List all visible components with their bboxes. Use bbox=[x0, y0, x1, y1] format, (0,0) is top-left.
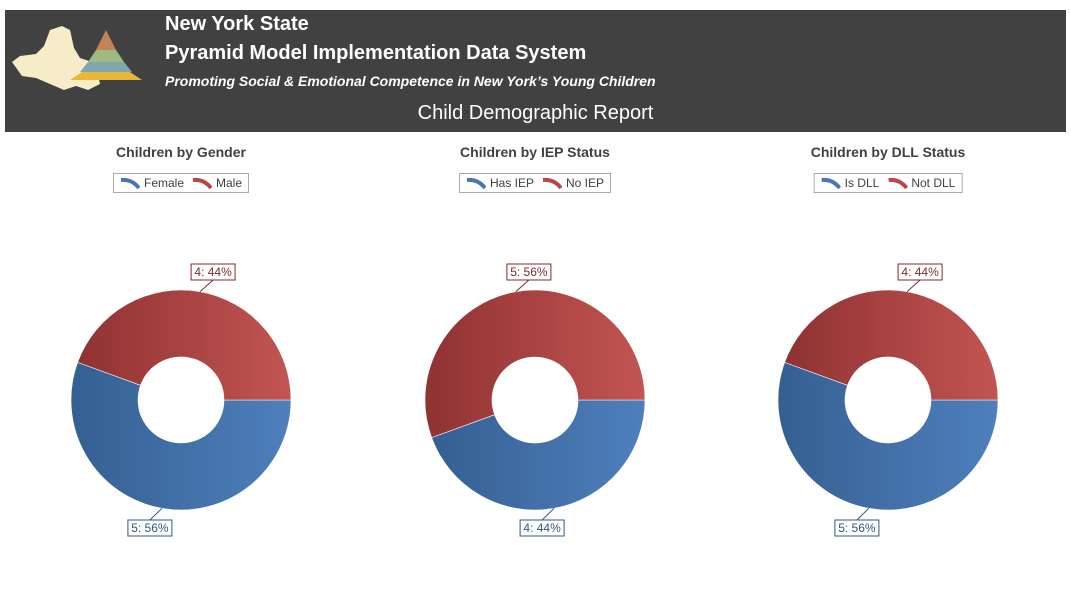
donut-slice-no-iep[interactable] bbox=[424, 289, 646, 439]
legend-label: No IEP bbox=[566, 176, 605, 190]
legend-item-no-iep[interactable]: No IEP bbox=[542, 176, 604, 190]
label-leader-line bbox=[906, 279, 921, 293]
ny-pyramid-logo-icon bbox=[12, 26, 142, 90]
data-label-box bbox=[834, 519, 880, 537]
data-label: 4: 44% bbox=[523, 521, 561, 535]
header-system-name: Pyramid Model Implementation Data System bbox=[165, 42, 587, 64]
legend-item-has-iep[interactable]: Has IEP bbox=[466, 176, 534, 190]
header-state: New York State bbox=[165, 13, 309, 35]
header-tagline: Promoting Social & Emotional Competence … bbox=[165, 73, 656, 89]
legend-label: Has IEP bbox=[489, 176, 534, 190]
data-label: 5: 56% bbox=[510, 265, 548, 279]
label-leader-line bbox=[199, 279, 214, 293]
legend-item-not-dll[interactable]: Not DLL bbox=[887, 176, 955, 190]
chart-iep: Children by IEP Status Has IEP No IEP 4:… bbox=[365, 140, 705, 590]
data-label-box bbox=[506, 263, 552, 281]
label-leader-line bbox=[515, 279, 530, 293]
data-label-box bbox=[519, 519, 565, 537]
chart-legend: Female Male bbox=[112, 173, 250, 193]
legend-label: Is DLL bbox=[844, 176, 880, 190]
data-label-box bbox=[190, 263, 236, 281]
label-leader-line bbox=[541, 507, 555, 521]
chart-legend: Has IEP No IEP bbox=[458, 173, 612, 193]
donut-slice-male[interactable] bbox=[77, 289, 292, 401]
donut-slice-is-dll[interactable] bbox=[777, 361, 999, 511]
chart-legend: Is DLL Not DLL bbox=[813, 173, 963, 193]
legend-swatch-blue-icon bbox=[120, 177, 140, 189]
chart-gender: Children by Gender Female Male 5: 56% 4: … bbox=[11, 140, 351, 590]
header-banner: New York State Pyramid Model Implementat… bbox=[5, 10, 1066, 132]
data-label-box bbox=[127, 519, 173, 537]
chart-title: Children by IEP Status bbox=[460, 144, 610, 160]
chart-dll: Children by DLL Status Is DLL Not DLL 5:… bbox=[718, 140, 1058, 590]
donut-slice-has-iep[interactable] bbox=[431, 399, 646, 511]
legend-swatch-red-icon bbox=[192, 177, 212, 189]
legend-item-female[interactable]: Female bbox=[120, 176, 184, 190]
report-title: Child Demographic Report bbox=[417, 102, 654, 124]
donut-chart: 4: 44% 5: 56% bbox=[424, 263, 646, 537]
donut-slice-not-dll[interactable] bbox=[784, 289, 999, 401]
donut-chart: 5: 56% 4: 44% bbox=[70, 263, 292, 537]
data-label-box bbox=[897, 263, 943, 281]
chart-title: Children by DLL Status bbox=[810, 144, 966, 160]
label-leader-line bbox=[149, 507, 163, 521]
legend-label: Not DLL bbox=[911, 176, 956, 190]
data-label: 5: 56% bbox=[131, 521, 169, 535]
legend-swatch-blue-icon bbox=[821, 177, 841, 189]
legend-swatch-red-icon bbox=[542, 177, 562, 189]
legend-swatch-red-icon bbox=[888, 177, 908, 189]
data-label: 5: 56% bbox=[838, 521, 876, 535]
chart-title: Children by Gender bbox=[116, 144, 246, 160]
legend-item-male[interactable]: Male bbox=[192, 176, 242, 190]
donut-chart: 5: 56% 4: 44% bbox=[777, 263, 999, 537]
data-label: 4: 44% bbox=[194, 265, 232, 279]
donut-slice-female[interactable] bbox=[70, 361, 292, 511]
legend-label: Female bbox=[143, 176, 184, 190]
label-leader-line bbox=[856, 507, 870, 521]
legend-swatch-blue-icon bbox=[466, 177, 486, 189]
legend-label: Male bbox=[216, 176, 243, 190]
legend-item-is-dll[interactable]: Is DLL bbox=[821, 176, 880, 190]
data-label: 4: 44% bbox=[901, 265, 939, 279]
